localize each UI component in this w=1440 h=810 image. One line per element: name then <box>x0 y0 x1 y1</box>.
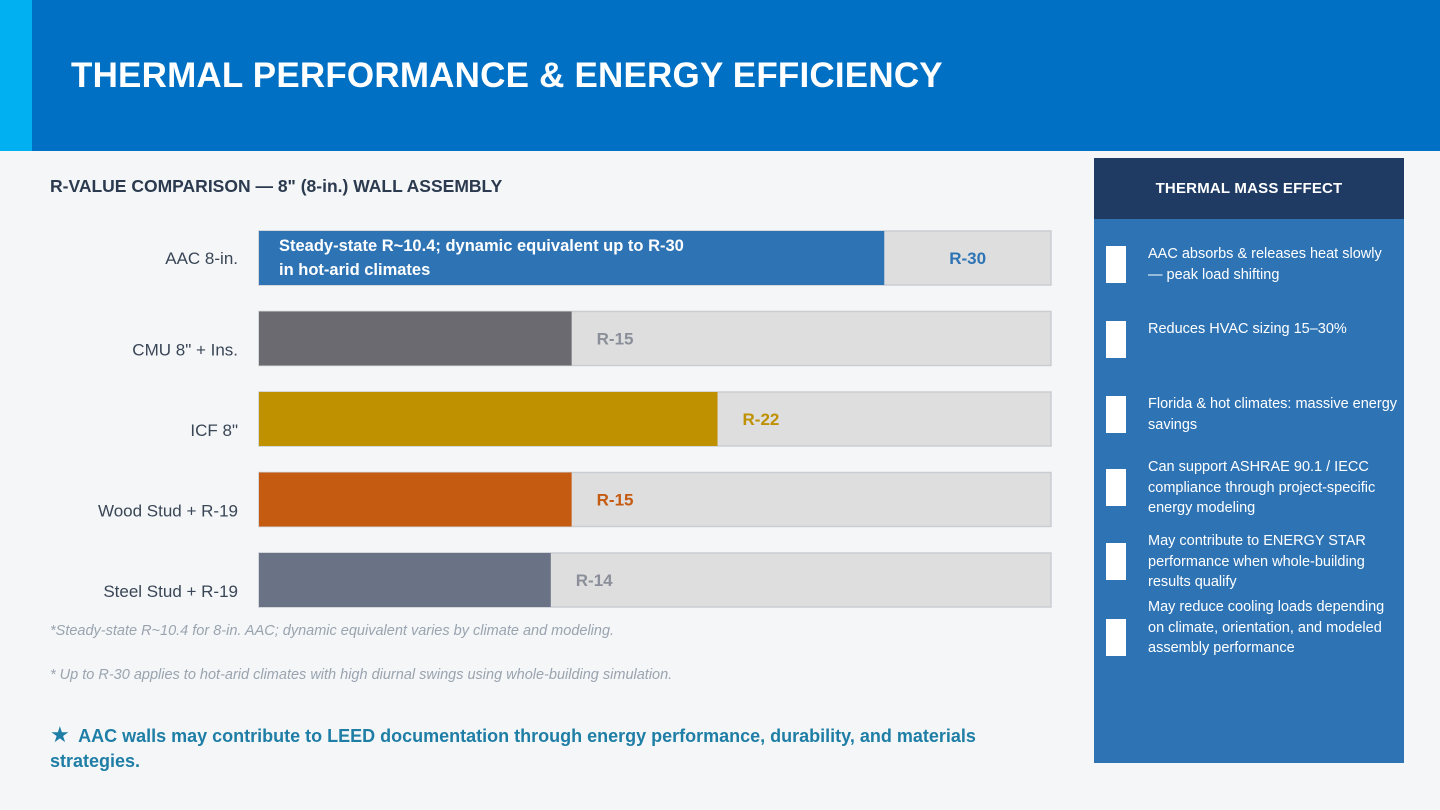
bar-group: CMU 8" + Ins. R-15 <box>132 310 1052 367</box>
bar <box>259 472 572 527</box>
bar <box>259 231 885 285</box>
bar-group: Wood Stud + R-19 R-15 <box>98 471 1052 528</box>
bar <box>259 392 718 446</box>
panel-header: THERMAL MASS EFFECT <box>1094 158 1404 219</box>
bullet-box-icon <box>1106 246 1126 283</box>
category-label: ICF 8" <box>190 421 238 440</box>
panel-item-text: Reduces HVAC sizing 15–30% <box>1148 321 1347 337</box>
bullet-box-icon <box>1106 396 1126 433</box>
footnote-steady-state: *Steady-state R~10.4 for 8-in. AAC; dyna… <box>50 623 615 639</box>
value-label: R-15 <box>597 330 634 349</box>
bullet-box-icon <box>1106 543 1126 580</box>
bar-group: ICF 8" R-22 <box>190 391 1052 447</box>
header-accent-stripe <box>0 0 32 151</box>
thermal-mass-panel: THERMAL MASS EFFECT AAC absorbs & releas… <box>1094 158 1404 763</box>
leed-callout: ★ AAC walls may contribute to LEED docum… <box>50 722 1040 774</box>
panel-item-text: Can support ASHRAE 90.1 / IECC complianc… <box>1148 459 1376 516</box>
panel-title: THERMAL MASS EFFECT <box>1155 180 1343 197</box>
value-label: R-15 <box>597 491 634 510</box>
leed-text: AAC walls may contribute to LEED documen… <box>50 726 976 771</box>
bullet-box-icon <box>1106 619 1126 656</box>
category-label: Steel Stud + R-19 <box>103 582 238 601</box>
r-value-bar-chart: AAC 8-in. R-30 Steady-state R~10.4; dynami… <box>98 230 1052 608</box>
bar-note-text: Steady-state R~10.4; dynamic equivalent … <box>279 237 684 255</box>
star-icon: ★ <box>50 722 70 747</box>
panel-item-text: AAC absorbs & releases heat slowly — pea… <box>1148 246 1382 283</box>
bar <box>259 311 572 366</box>
panel-item-text: Florida & hot climates: massive energy s… <box>1148 396 1398 433</box>
panel-item-text: May reduce cooling loads depending on cl… <box>1148 599 1385 656</box>
panel-item-text: May contribute to ENERGY STAR performanc… <box>1148 533 1366 590</box>
bar-note-text: in hot-arid climates <box>279 261 430 279</box>
page-title: THERMAL PERFORMANCE & ENERGY EFFICIENCY <box>71 56 943 95</box>
value-label: R-22 <box>743 410 780 429</box>
chart-title: R-VALUE COMPARISON — 8" (8-in.) WALL ASS… <box>50 176 503 196</box>
bar-group: AAC 8-in. R-30 Steady-state R~10.4; dynami… <box>165 230 1052 286</box>
bar <box>259 553 551 607</box>
value-label: R-14 <box>576 571 613 590</box>
bullet-box-icon <box>1106 321 1126 358</box>
bar-group: Steel Stud + R-19 R-14 <box>103 552 1052 608</box>
category-label: CMU 8" + Ins. <box>132 341 238 360</box>
footnote-hot-arid: * Up to R-30 applies to hot-arid climate… <box>50 667 673 683</box>
header-banner: THERMAL PERFORMANCE & ENERGY EFFICIENCY <box>0 0 1440 151</box>
category-label: AAC 8-in. <box>165 249 238 268</box>
value-label: R-30 <box>949 249 986 268</box>
bullet-box-icon <box>1106 469 1126 506</box>
category-label: Wood Stud + R-19 <box>98 502 238 521</box>
